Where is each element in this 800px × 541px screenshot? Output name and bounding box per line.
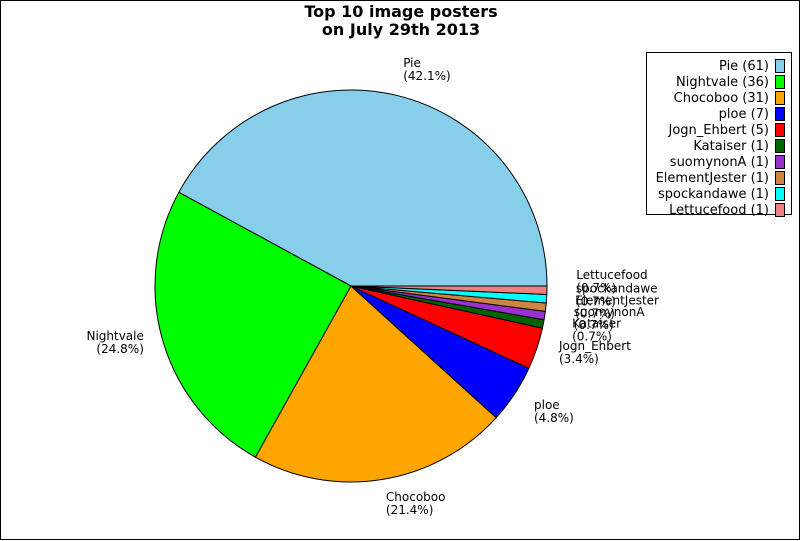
legend-item-pie: Pie (61) — [719, 58, 785, 74]
slice-label-lettucefood: Lettucefood (0.7%) — [576, 268, 647, 295]
legend-swatch-chocoboo — [775, 91, 785, 105]
slice-label-kataiser: Kataiser (0.7%) — [572, 317, 621, 344]
legend-item-chocoboo: Chocoboo (31) — [674, 90, 785, 106]
legend-label-kataiser: Kataiser (1) — [693, 138, 769, 154]
legend-swatch-nightvale — [775, 75, 785, 89]
slice-label-jogn-ehbert: Jogn_Ehbert (3.4%) — [558, 339, 631, 366]
legend-swatch-lettucefood — [775, 203, 785, 217]
legend-swatch-pie — [775, 59, 785, 73]
chart-title: Top 10 image posters on July 29th 2013 — [1, 3, 800, 39]
slice-label-spockandawe: spockandawe (0.7%) — [576, 282, 658, 309]
slice-label-elementjester: ElementJester (0.7%) — [575, 293, 659, 320]
legend-label-pie: Pie (61) — [719, 58, 769, 74]
slice-label-nightvale: Nightvale (24.8%) — [86, 329, 143, 356]
legend-label-lettucefood: Lettucefood (1) — [669, 202, 769, 218]
legend-swatch-spockandawe — [775, 187, 785, 201]
legend-item-elementjester: ElementJester (1) — [656, 170, 785, 186]
legend-label-nightvale: Nightvale (36) — [675, 74, 769, 90]
legend-item-ploe: ploe (7) — [719, 106, 785, 122]
legend-label-jogn-ehbert: Jogn_Ehbert (5) — [668, 122, 769, 138]
chart-title-line-2: on July 29th 2013 — [321, 20, 481, 39]
pie-slice-lettucefood — [350, 285, 548, 296]
legend: Pie (61) Nightvale (36) Chocoboo (31) pl… — [646, 52, 792, 218]
legend-label-elementjester: ElementJester (1) — [655, 170, 769, 186]
legend-label-ploe: ploe (7) — [718, 106, 769, 122]
legend-item-jogn-ehbert: Jogn_Ehbert (5) — [669, 122, 785, 138]
legend-swatch-jogn-ehbert — [775, 123, 785, 137]
slice-label-pie: Pie (42.1%) — [403, 56, 450, 83]
slice-label-ploe: ploe (4.8%) — [534, 398, 574, 425]
legend-swatch-ploe — [775, 107, 785, 121]
legend-label-spockandawe: spockandawe (1) — [657, 186, 769, 202]
slice-label-chocoboo: Chocoboo (21.4%) — [386, 490, 446, 517]
legend-swatch-elementjester — [775, 171, 785, 185]
legend-item-kataiser: Kataiser (1) — [693, 138, 785, 154]
legend-label-chocoboo: Chocoboo (31) — [673, 90, 769, 106]
pie-slice-pie — [178, 89, 548, 287]
legend-item-lettucefood: Lettucefood (1) — [669, 202, 785, 218]
legend-swatch-kataiser — [775, 139, 785, 153]
pie-slice-nightvale — [154, 191, 352, 458]
chart-title-line-1: Top 10 image posters — [304, 2, 498, 21]
legend-item-spockandawe: spockandawe (1) — [658, 186, 785, 202]
slice-label-suomynona: suomynonA (0.7%) — [574, 305, 646, 332]
pie-slice-chocoboo — [254, 285, 497, 483]
legend-item-nightvale: Nightvale (36) — [676, 74, 785, 90]
legend-swatch-suomynona — [775, 155, 785, 169]
legend-item-suomynona: suomynonA (1) — [670, 154, 785, 170]
legend-label-suomynona: suomynonA (1) — [669, 154, 769, 170]
